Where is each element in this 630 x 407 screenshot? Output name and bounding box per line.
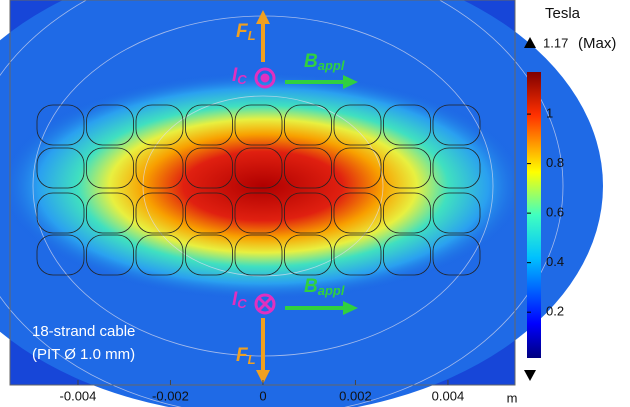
x-tick-label: 0.004	[432, 388, 465, 403]
max-note: (Max)	[578, 35, 616, 52]
colorbar-tick-label: 1	[546, 106, 553, 121]
x-unit: m	[507, 390, 518, 405]
label-sub: C	[237, 72, 247, 87]
colorbar-tick-label: 0.6	[546, 205, 564, 220]
chart: Tesla 1.17 (Max) m 18-strand cable (PIT …	[0, 0, 630, 407]
colorbar-tick-label: 0.4	[546, 254, 564, 269]
colorbar-tick-label: 0.2	[546, 304, 564, 319]
x-tick-label: -0.002	[152, 388, 189, 403]
caption-line: 18-strand cable	[32, 323, 135, 340]
label-main: B	[304, 51, 318, 72]
colorbar-tick-label: 0.8	[546, 155, 564, 170]
x-tick-label: 0.002	[339, 388, 372, 403]
label-sub: L	[248, 28, 256, 43]
x-tick-label: 0	[259, 388, 266, 403]
caption-line: (PIT Ø 1.0 mm)	[32, 346, 135, 363]
label-sub: C	[237, 296, 247, 311]
max-value: 1.17	[543, 35, 568, 50]
label-main: B	[304, 276, 318, 297]
colorbar	[527, 72, 541, 358]
colorbar-title: Tesla	[545, 5, 581, 22]
label-sub: L	[248, 352, 256, 367]
label-sub: appl	[318, 283, 345, 298]
label-sub: appl	[318, 58, 345, 73]
x-tick-label: -0.004	[60, 388, 97, 403]
min-marker	[524, 370, 536, 381]
